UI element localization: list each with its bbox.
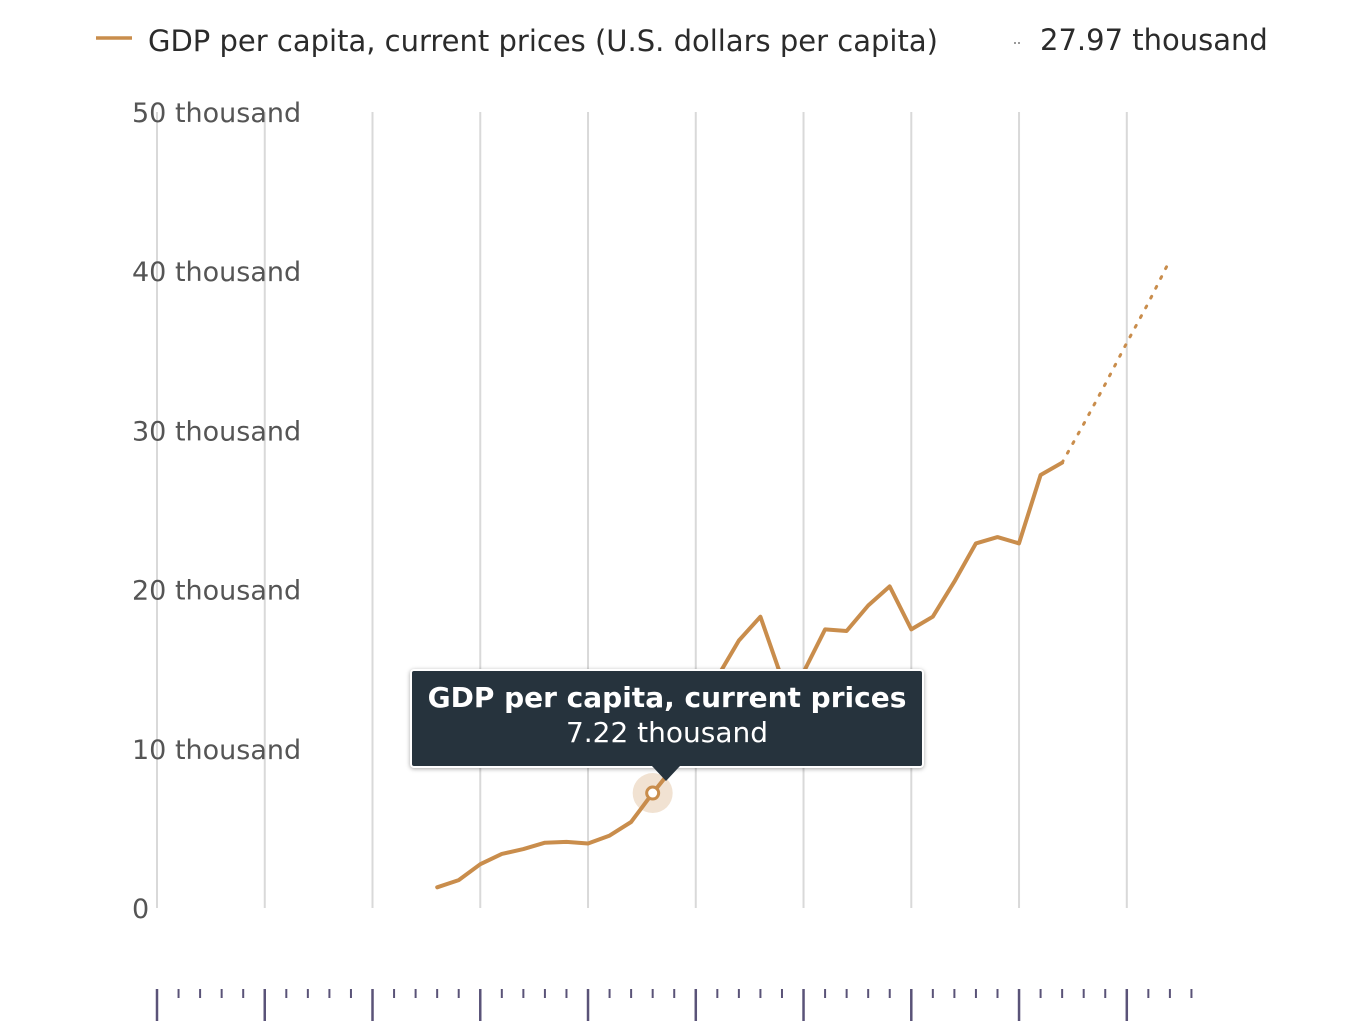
projection-line (1060, 258, 1172, 465)
highlight-marker[interactable] (632, 773, 673, 814)
data-point-1995[interactable] (477, 861, 483, 867)
data-point-2021[interactable] (1038, 472, 1044, 478)
legend-series-label: GDP per capita, current prices (U.S. dol… (148, 24, 938, 58)
y-tick-label: 10 thousand (132, 735, 301, 766)
tooltip-title: GDP per capita, current prices (427, 681, 907, 714)
data-point-2015[interactable] (908, 626, 914, 632)
y-tick-label: 20 thousand (132, 576, 301, 607)
data-point-2013[interactable] (865, 603, 871, 609)
data-point-2017[interactable] (951, 579, 957, 585)
data-point-2001[interactable] (607, 833, 613, 839)
legend-projection-value: 27.97 thousand (1040, 23, 1268, 57)
data-point-1997[interactable] (520, 846, 526, 852)
data-point-1999[interactable] (563, 839, 569, 845)
data-point-2011[interactable] (822, 626, 828, 632)
data-point-1994[interactable] (456, 877, 462, 883)
data-point-2022[interactable] (1059, 460, 1065, 466)
series-lines (435, 258, 1172, 890)
y-tick-label: 30 thousand (132, 416, 301, 447)
data-point-2014[interactable] (887, 583, 893, 589)
data-point-1998[interactable] (542, 840, 548, 846)
highlight-point[interactable] (645, 785, 661, 801)
gdp-line (435, 460, 1065, 890)
data-point-2020[interactable] (1016, 540, 1022, 546)
grid-lines (156, 112, 1128, 908)
data-point-2007[interactable] (736, 638, 742, 644)
data-point-2000[interactable] (585, 841, 591, 847)
y-axis: 0 10 thousand 20 thousand 30 thousand 40 tho… (132, 98, 301, 925)
data-point-2018[interactable] (973, 540, 979, 546)
y-tick-label: 50 thousand (132, 98, 301, 129)
y-tick-label: 40 thousand (132, 257, 301, 288)
data-point-2016[interactable] (930, 614, 936, 620)
data-point-1993[interactable] (434, 884, 440, 890)
data-point-2008[interactable] (757, 614, 763, 620)
x-axis-ticks (155, 989, 1193, 1021)
data-point-2002[interactable] (628, 819, 634, 825)
tooltip: GDP per capita, current prices 7.22 thou… (410, 669, 924, 781)
tooltip-value: 7.22 thousand (565, 716, 769, 749)
legend: GDP per capita, current prices (U.S. dol… (96, 23, 1268, 58)
data-point-2012[interactable] (844, 628, 850, 634)
data-point-1996[interactable] (499, 851, 505, 857)
y-tick-label: 0 (132, 894, 149, 925)
data-point-2019[interactable] (994, 534, 1000, 540)
tooltip-arrow (652, 766, 680, 781)
